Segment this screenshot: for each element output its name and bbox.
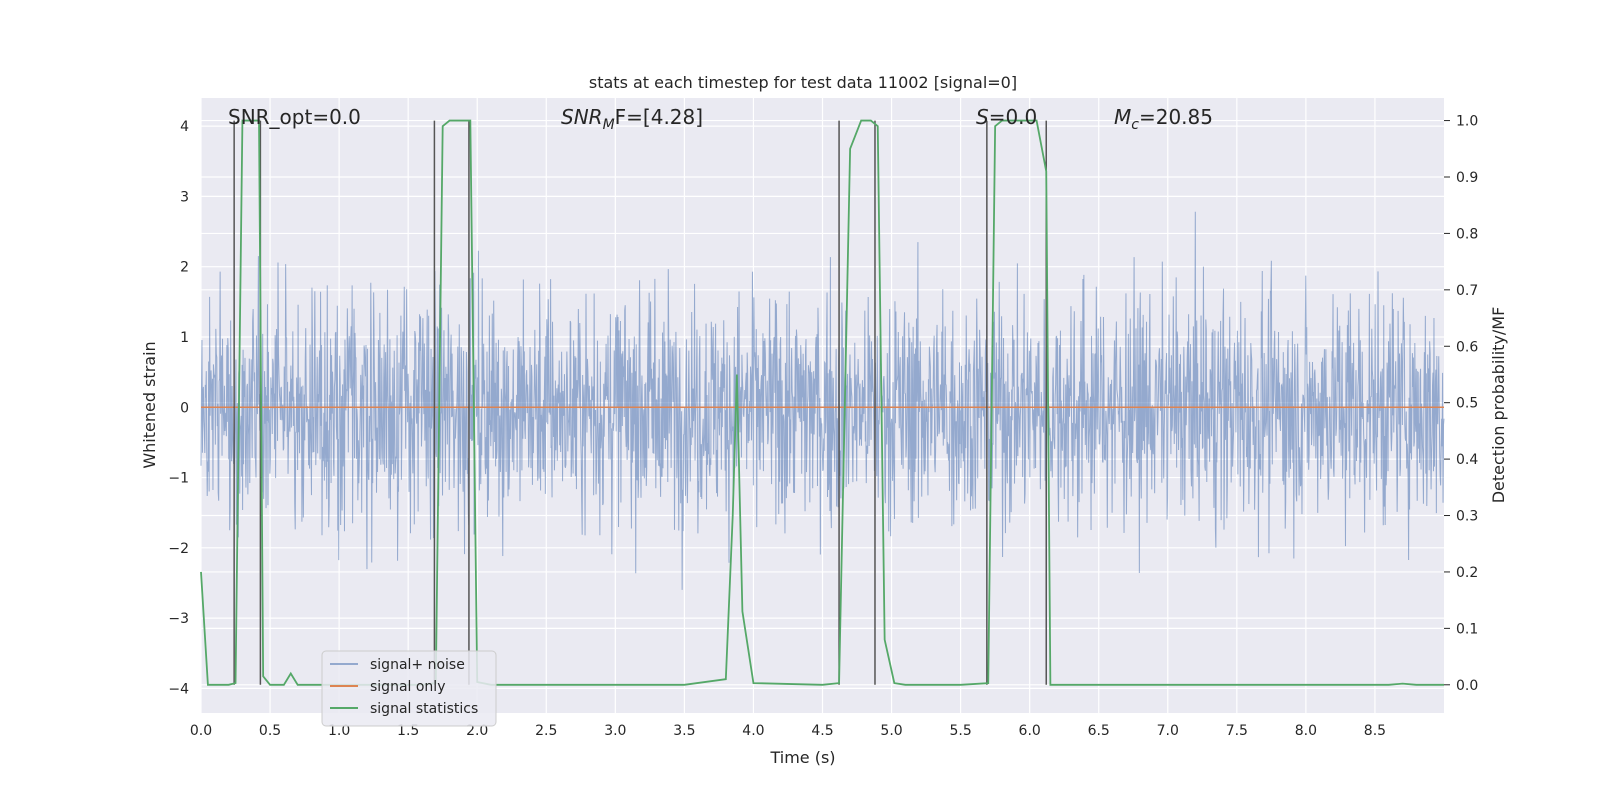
x-tick-label: 6.5 xyxy=(1088,723,1110,739)
y-right-tick-label: 0.4 xyxy=(1456,452,1478,468)
x-tick-label: 7.5 xyxy=(1226,723,1248,739)
y-right-tick-label: 0.5 xyxy=(1456,396,1478,412)
y-tick-label: −3 xyxy=(168,611,189,627)
y-tick-label: 2 xyxy=(180,260,189,276)
annotation-snr-mf: SNRMF=[4.28] xyxy=(561,105,703,133)
snr-mf-sub: M xyxy=(603,117,615,133)
y-tick-label: −1 xyxy=(168,471,189,487)
legend-entry-signal: signal only xyxy=(370,679,445,695)
annotation-mc: Mc=20.85 xyxy=(1114,105,1213,133)
x-tick-label: 1.5 xyxy=(397,723,419,739)
signal-noise-trace xyxy=(200,211,1445,590)
y-right-tick-label: 0.3 xyxy=(1456,509,1478,525)
y-axis-right-ticks: 1.0 0.9 0.8 0.7 0.6 0.5 0.4 0.3 0.2 0.1 0.0 xyxy=(1444,114,1478,694)
x-tick-label: 2.0 xyxy=(466,723,488,739)
x-tick-label: 3.0 xyxy=(604,723,626,739)
mc-label: M xyxy=(1114,105,1131,129)
x-axis-label: Time (s) xyxy=(769,748,835,767)
x-tick-label: 2.5 xyxy=(535,723,557,739)
mc-sub: c xyxy=(1131,117,1139,133)
y-axis-right-label: Detection probability/MF xyxy=(1489,307,1508,504)
x-tick-label: 0.0 xyxy=(190,723,212,739)
grid xyxy=(200,98,1444,713)
x-tick-label: 0.5 xyxy=(259,723,281,739)
x-tick-label: 5.5 xyxy=(949,723,971,739)
y-tick-label: 3 xyxy=(180,189,189,205)
snr-mf-suffix: F=[4.28] xyxy=(615,105,703,129)
legend-box xyxy=(321,650,497,727)
x-tick-label: 5.0 xyxy=(880,723,902,739)
x-tick-label: 8.5 xyxy=(1364,723,1386,739)
y-axis-ticks: 4 3 2 1 0 −1 −2 −3 −4 xyxy=(168,119,189,697)
annotation-s: S=0.0 xyxy=(976,105,1037,129)
y-tick-label: 4 xyxy=(180,119,189,135)
annotation-snr-opt: SNR_opt=0.0 xyxy=(228,105,361,129)
y-tick-label: −4 xyxy=(168,681,189,697)
y-right-tick-label: 0.0 xyxy=(1456,678,1478,694)
y-right-tick-label: 0.2 xyxy=(1456,565,1478,581)
x-tick-label: 3.5 xyxy=(673,723,695,739)
y-right-tick-label: 0.7 xyxy=(1456,283,1478,299)
legend-entry-stats: signal statistics xyxy=(370,701,478,717)
signal-statistics-trace xyxy=(200,119,1444,686)
y-tick-label: −2 xyxy=(168,541,189,557)
y-right-tick-label: 0.9 xyxy=(1456,170,1478,186)
x-tick-label: 7.0 xyxy=(1157,723,1179,739)
y-axis-label: Whitened strain xyxy=(140,341,159,468)
snr-mf-prefix: SNR xyxy=(561,105,603,129)
x-axis-ticks: 0.0 0.5 1.0 1.5 2.0 2.5 3.0 3.5 4.0 4.5 5.0 5.5 6.0 6… xyxy=(190,723,1386,739)
y-right-tick-label: 1.0 xyxy=(1456,114,1478,130)
x-tick-label: 1.0 xyxy=(328,723,350,739)
stats-line xyxy=(200,119,1444,686)
y-tick-label: 1 xyxy=(180,330,189,346)
chart-title: stats at each timestep for test data 110… xyxy=(589,73,1017,92)
x-tick-label: 4.5 xyxy=(811,723,833,739)
y-right-tick-label: 0.6 xyxy=(1456,339,1478,355)
s-label: S xyxy=(976,105,989,129)
noise-line xyxy=(200,211,1445,590)
x-tick-label: 8.0 xyxy=(1295,723,1317,739)
mc-value: =20.85 xyxy=(1139,105,1213,129)
y-right-tick-label: 0.1 xyxy=(1456,621,1478,637)
y-right-tick-label: 0.8 xyxy=(1456,226,1478,242)
legend-entry-noise: signal+ noise xyxy=(370,657,465,673)
x-tick-label: 6.0 xyxy=(1019,723,1041,739)
y-tick-label: 0 xyxy=(180,400,189,416)
x-tick-label: 4.0 xyxy=(742,723,764,739)
s-value: =0.0 xyxy=(989,105,1038,129)
legend: signal+ noise signal only signal statist… xyxy=(321,650,497,727)
